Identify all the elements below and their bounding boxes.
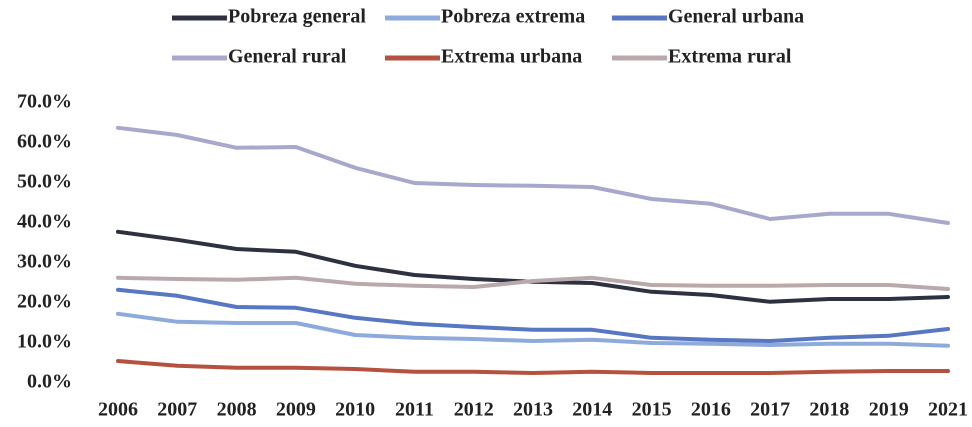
y-tick-label: 0.0% — [27, 371, 72, 393]
y-tick-label: 50.0% — [17, 171, 72, 193]
x-tick-label: 2019 — [869, 399, 909, 421]
x-tick-label: 2006 — [98, 399, 138, 421]
series-line — [116, 275, 950, 291]
series-line — [116, 229, 950, 304]
series-line — [116, 359, 950, 375]
legend-label: Extrema rural — [668, 46, 792, 68]
legend-label: Extrema urbana — [441, 46, 582, 68]
x-tick-label: 2015 — [632, 399, 672, 421]
series-line — [116, 287, 950, 343]
y-tick-label: 30.0% — [17, 251, 72, 273]
x-tick-label: 2008 — [217, 399, 257, 421]
x-tick-label: 2016 — [691, 399, 731, 421]
legend-label: Pobreza general — [228, 6, 366, 28]
x-tick-label: 2011 — [395, 399, 434, 421]
x-tick-label: 2013 — [513, 399, 553, 421]
y-tick-label: 70.0% — [17, 91, 72, 113]
y-tick-label: 40.0% — [17, 211, 72, 233]
x-tick-label: 2012 — [454, 399, 494, 421]
x-tick-label: 2018 — [809, 399, 849, 421]
y-tick-label: 60.0% — [17, 131, 72, 153]
x-tick-label: 2007 — [157, 399, 197, 421]
x-tick-label: 2021 — [928, 399, 968, 421]
series-line — [116, 311, 950, 348]
legend-label: General urbana — [668, 6, 804, 28]
y-tick-label: 10.0% — [17, 331, 72, 353]
series-line — [116, 125, 950, 225]
x-tick-label: 2017 — [750, 399, 790, 421]
x-tick-label: 2010 — [335, 399, 375, 421]
y-tick-label: 20.0% — [17, 291, 72, 313]
x-tick-label: 2014 — [572, 399, 612, 421]
legend-label: General rural — [228, 46, 347, 68]
legend-label: Pobreza extrema — [441, 6, 585, 28]
x-tick-label: 2009 — [276, 399, 316, 421]
